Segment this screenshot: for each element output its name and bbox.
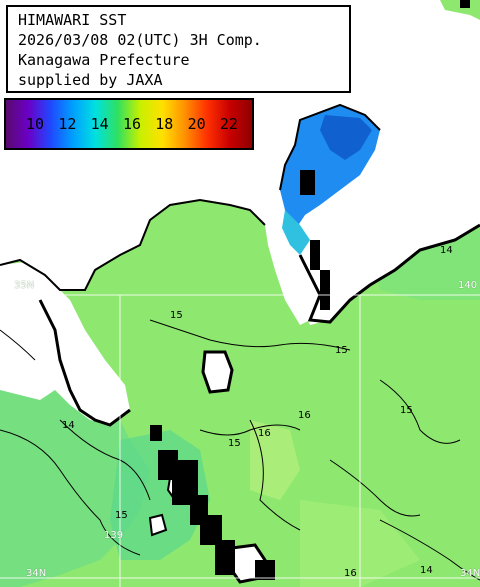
warm-sea-patch xyxy=(250,420,300,500)
island-small-2 xyxy=(148,513,168,537)
coastline-west xyxy=(38,299,131,427)
legend-tick: 12 xyxy=(58,115,77,133)
legend-tick: 18 xyxy=(155,115,174,133)
title-region: Kanagawa Prefecture xyxy=(18,51,190,69)
lat-label-34n: 34N xyxy=(26,568,47,579)
contour-label-15: 15 xyxy=(170,310,183,321)
bay-coast-band xyxy=(282,210,310,255)
graticule xyxy=(0,294,480,587)
cloud-mask xyxy=(150,0,470,580)
title-product: HIMAWARI SST xyxy=(18,11,127,29)
contour-label-14: 14 xyxy=(62,420,75,431)
contour-label-16: 16 xyxy=(258,428,271,439)
legend-tick: 16 xyxy=(122,115,141,133)
lat-label-34n-right: 34N xyxy=(460,568,480,579)
contour-label-16: 16 xyxy=(298,410,311,421)
title-datetime: 2026/03/08 02(UTC) 3H Comp. xyxy=(18,31,262,49)
land-miura xyxy=(265,225,310,325)
legend-tick: 22 xyxy=(219,115,238,133)
tokyo-bay-inner xyxy=(320,115,372,160)
contour-label-15: 15 xyxy=(335,345,348,356)
lon-label-140: 140 xyxy=(458,280,478,291)
coastline-miura xyxy=(298,223,480,324)
contour-label-16: 16 xyxy=(344,568,357,579)
title-box: HIMAWARI SST 2026/03/08 02(UTC) 3H Comp.… xyxy=(6,5,351,93)
coastline-bay xyxy=(279,103,381,191)
lon-label-139: 139 xyxy=(104,530,124,541)
legend-tick: 20 xyxy=(187,115,206,133)
coastline-north xyxy=(0,198,266,291)
contour-label-15: 15 xyxy=(400,405,413,416)
contour-label-15: 15 xyxy=(228,438,241,449)
legend-ticks: 10 12 14 16 18 20 22 xyxy=(26,115,238,133)
title-credit: supplied by JAXA xyxy=(18,71,163,89)
island-hatsushima xyxy=(201,350,234,394)
legend-tick: 14 xyxy=(90,115,109,133)
legend-tick: 10 xyxy=(26,115,45,133)
lat-label-35n: 35N xyxy=(14,280,35,291)
color-scale-legend: 10 12 14 16 18 20 22 xyxy=(4,98,254,150)
contour-label-14: 14 xyxy=(420,565,433,576)
contour-label-15: 15 xyxy=(115,510,128,521)
land-izu xyxy=(0,262,130,425)
contour-label-14: 14 xyxy=(440,245,453,256)
